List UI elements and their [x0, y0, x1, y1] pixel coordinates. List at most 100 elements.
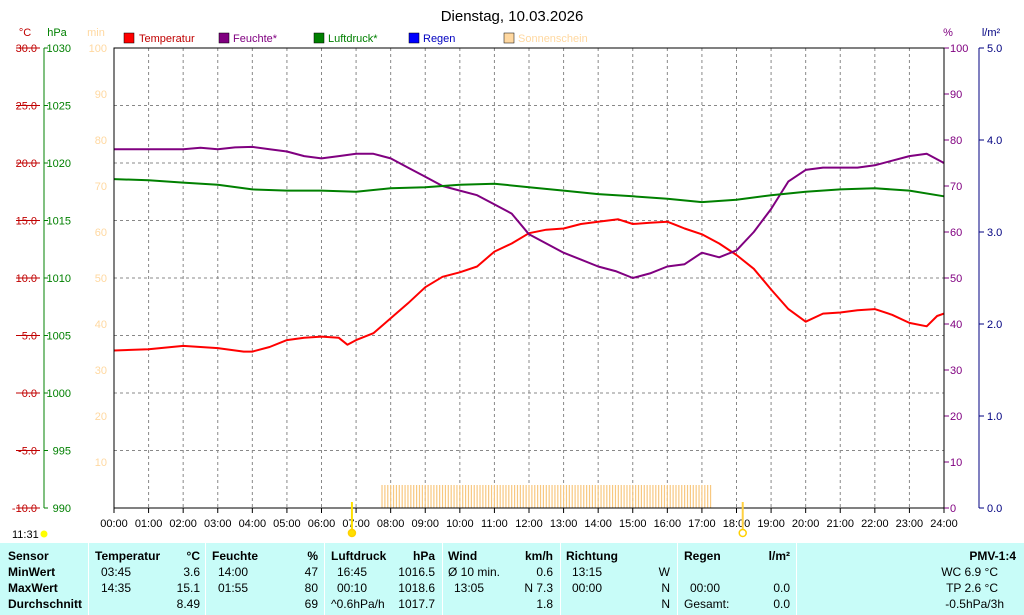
stats-max-temp-time: 14:35 [101, 581, 132, 595]
temp-tick-label: 0.0 [22, 388, 37, 400]
temp-tick-label: -10.0 [12, 503, 37, 515]
temp-tick-label: 30.0 [16, 43, 37, 55]
stats-rain-total: 0.0 [773, 597, 790, 611]
legend-label-luftdruck: Luftdruck* [328, 33, 378, 45]
humidity-tick-label: 100 [950, 43, 968, 55]
stats-min-hum: 47 [304, 565, 318, 579]
x-tick-label: 08:00 [377, 518, 405, 530]
humidity-tick-label: 20 [950, 411, 962, 423]
x-tick-label: 03:00 [204, 518, 232, 530]
x-tick-label: 19:00 [757, 518, 785, 530]
legend-label-temperatur: Temperatur [139, 33, 195, 45]
x-tick-label: 18:00 [723, 518, 751, 530]
weather-chart: Dienstag, 10.03.2026 Temperatur Feuchte*… [12, 8, 1002, 541]
x-tick-label: 12:00 [515, 518, 543, 530]
stats-min-wind: 0.6 [536, 565, 553, 579]
pressure-tick-label: 1000 [47, 388, 71, 400]
stats-max-dir-time: 00:00 [572, 581, 603, 595]
legend-swatch-regen [408, 32, 420, 44]
stats-min-dir-time: 13:15 [572, 565, 603, 579]
x-tick-label: 23:00 [896, 518, 924, 530]
stats-avg-press: 1017.7 [398, 597, 435, 611]
sunshine-tick-label: 40 [95, 319, 107, 331]
stats-avg-hum: 69 [304, 597, 318, 611]
pressure-tick-label: 1005 [47, 331, 71, 343]
sunset-marker-dot [738, 528, 747, 538]
stats-header-pressure-unit: hPa [412, 549, 435, 563]
rain-tick-label: 1.0 [987, 411, 1002, 423]
stats-min-temp: 3.6 [183, 565, 200, 579]
stats-header-humidity: Feuchte [212, 549, 259, 563]
x-tick-label: 15:00 [619, 518, 647, 530]
x-tick-label: 14:00 [584, 518, 612, 530]
x-tick-label: 05:00 [273, 518, 301, 530]
series-line-luftdruck [113, 178, 945, 204]
stats-header-temperature-unit: °C [186, 549, 200, 563]
legend: Temperatur Feuchte* Luftdruck* Regen Son… [123, 32, 588, 45]
legend-swatch-temperatur [123, 32, 135, 44]
x-tick-label: 21:00 [826, 518, 854, 530]
humidity-tick-label: 60 [950, 227, 962, 239]
pressure-tick-label: 1015 [47, 216, 71, 228]
stats-header-temperature: Temperatur [95, 549, 161, 563]
sunrise-marker-dot [347, 528, 357, 538]
x-tick-label: 09:00 [411, 518, 439, 530]
stats-max-dir: N [661, 581, 670, 595]
legend-swatch-luftdruck [313, 32, 325, 44]
stats-min-press-time: 16:45 [337, 565, 368, 579]
rain-tick-label: 0.0 [987, 503, 1002, 515]
stats-row-label: Durchschnitt [8, 597, 83, 611]
stats-header-pressure: Luftdruck [331, 549, 387, 563]
statistics-panel: Sensor Temperatur °C Feuchte % Luftdruck… [0, 543, 1024, 615]
rain-tick-label: 5.0 [987, 43, 1002, 55]
x-tick-label: 00:00 [100, 518, 128, 530]
x-tick-label: 11:00 [481, 518, 508, 530]
humidity-tick-label: 90 [950, 89, 962, 101]
x-tick-label: 20:00 [792, 518, 820, 530]
stats-header-rain: Regen [684, 549, 721, 563]
sunshine-tick-label: 50 [95, 273, 107, 285]
pressure-tick-label: 990 [53, 503, 71, 515]
rain-tick-label: 3.0 [987, 227, 1002, 239]
stats-header-rain-unit: l/m² [768, 549, 790, 563]
legend-label-sonnenschein: Sonnenschein [518, 33, 588, 45]
x-tick-label: 22:00 [861, 518, 889, 530]
stats-avg-dir: N [661, 597, 670, 611]
x-tick-label: 07:00 [342, 518, 370, 530]
stats-header-wind: Wind [448, 549, 478, 563]
stats-row-label: MinWert [8, 565, 56, 579]
sunshine-tick-label: 80 [95, 135, 107, 147]
humidity-tick-label: 0 [950, 503, 956, 515]
stats-avg-temp: 8.49 [176, 597, 200, 611]
stats-max-rain-time: 00:00 [690, 581, 721, 595]
humidity-tick-label: 10 [950, 457, 962, 469]
humidity-tick-label: 50 [950, 273, 962, 285]
stats-max-wind-time: 13:05 [454, 581, 485, 595]
sunshine-tick-label: 10 [95, 457, 107, 469]
stats-header-direction: Richtung [566, 549, 618, 563]
x-tick-label: 02:00 [169, 518, 197, 530]
stats-max-press-time: 00:10 [337, 581, 368, 595]
sunshine-axis-unit: min [87, 27, 105, 39]
stats-header-sensor: Sensor [8, 549, 49, 563]
current-time-dot [40, 530, 48, 538]
humidity-tick-label: 40 [950, 319, 962, 331]
x-tick-label: 13:00 [550, 518, 578, 530]
stats-min-press: 1016.5 [398, 565, 435, 579]
chart-title: Dienstag, 10.03.2026 [441, 8, 584, 25]
x-tick-label: 17:00 [688, 518, 716, 530]
rain-tick-label: 2.0 [987, 319, 1002, 331]
legend-label-regen: Regen [423, 33, 455, 45]
stats-max-press: 1018.6 [398, 581, 435, 595]
series-line-temperatur [113, 218, 945, 353]
stats-row-label: MaxWert [8, 581, 58, 595]
x-tick-label: 10:00 [446, 518, 474, 530]
stats-min-temp-time: 03:45 [101, 565, 132, 579]
stats-pmv-wc: WC 6.9 °C [941, 565, 998, 579]
sunshine-tick-label: 60 [95, 227, 107, 239]
stats-header-pmv: PMV-1:4 [969, 549, 1016, 563]
stats-max-temp: 15.1 [176, 581, 200, 595]
sunshine-tick-label: 90 [95, 89, 107, 101]
temp-axis-unit: °C [19, 27, 31, 39]
stats-max-rain: 0.0 [773, 581, 790, 595]
